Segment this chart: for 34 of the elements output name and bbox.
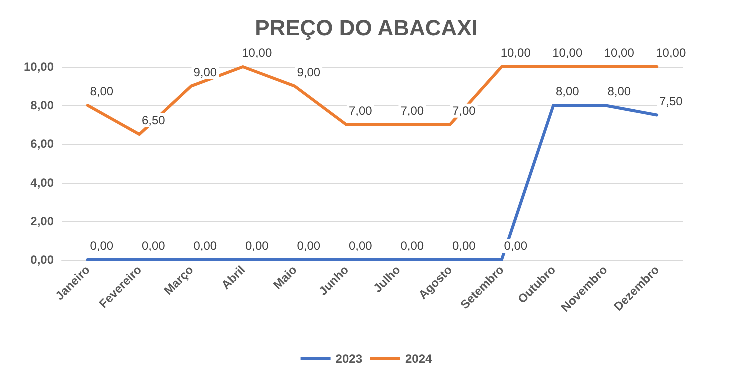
data-label: 10,00 <box>500 46 532 60</box>
data-label: 9,00 <box>297 65 321 80</box>
data-label: 0,00 <box>348 239 373 253</box>
data-label: 0,00 <box>245 239 270 253</box>
data-label: 0,00 <box>194 239 218 253</box>
chart-title: PREÇO DO ABACAXI <box>255 16 478 40</box>
line-series <box>86 66 659 136</box>
y-tick-label: 8,00 <box>30 98 54 113</box>
data-label: 10,00 <box>604 46 635 60</box>
legend-label: 2024 <box>406 352 433 366</box>
y-tick-label: 0,00 <box>30 253 54 267</box>
data-label: 0,00 <box>400 239 424 253</box>
data-label: 10,00 <box>552 46 583 60</box>
y-tick-label: 4,00 <box>30 176 54 190</box>
y-tick-label: 10,00 <box>24 60 54 74</box>
data-label: 8,00 <box>556 84 580 99</box>
data-label: 7,00 <box>452 104 476 118</box>
legend-label: 2023 <box>336 352 363 366</box>
y-tick-label: 6,00 <box>30 137 54 152</box>
y-tick-label: 2,00 <box>30 214 54 228</box>
data-label: 0,00 <box>142 239 166 253</box>
data-label: 8,00 <box>608 84 632 99</box>
data-label: 8,00 <box>90 84 114 99</box>
data-label: 0,00 <box>90 239 114 253</box>
data-label: 0,00 <box>504 239 528 253</box>
data-label: 6,50 <box>142 114 166 128</box>
data-label: 10,00 <box>656 46 686 60</box>
data-label: 7,00 <box>400 104 424 118</box>
data-label: 0,00 <box>297 239 321 253</box>
data-label: 0,00 <box>452 239 476 253</box>
data-label: 7,00 <box>348 104 373 118</box>
data-label: 7,50 <box>659 94 684 108</box>
data-label: 10,00 <box>242 46 272 60</box>
data-label: 9,00 <box>194 65 218 80</box>
